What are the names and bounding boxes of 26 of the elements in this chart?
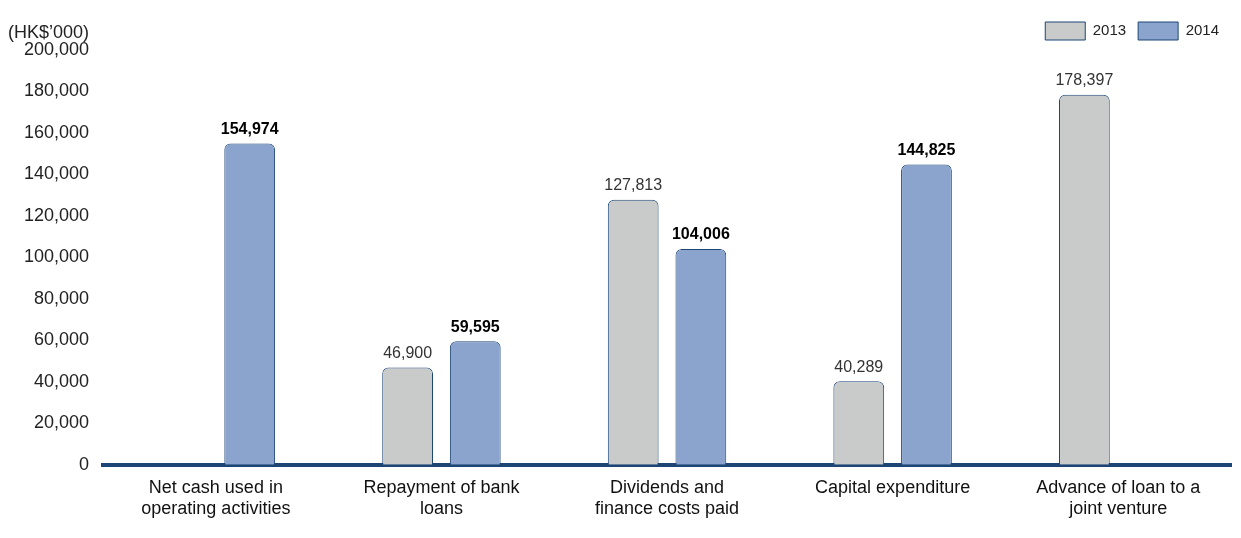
x-tick-label: Dividends and finance costs paid (594, 476, 740, 519)
data-label: 104,006 (671, 225, 730, 243)
x-tick-label: Repayment of bank loans (363, 476, 521, 519)
x-tick-label: Net cash used in operating activities (141, 476, 291, 519)
x-tick-label: Advance of loan to a joint venture (1036, 476, 1202, 519)
data-label: 144,825 (897, 140, 956, 158)
data-label: 59,595 (450, 317, 500, 335)
y-tick-label: 100,000 (23, 246, 90, 267)
y-tick-label: 40,000 (34, 370, 90, 391)
y-tick-label: 0 (79, 453, 90, 474)
y-tick-label: 160,000 (23, 121, 90, 142)
y-tick-label: 80,000 (34, 287, 90, 308)
y-tick-label: 120,000 (23, 204, 90, 225)
y-tick-label: 60,000 (34, 329, 90, 350)
legend-label: 2014 (1185, 21, 1220, 39)
data-label: 40,289 (834, 357, 884, 375)
data-label: 127,813 (604, 176, 663, 194)
y-tick-label: 20,000 (34, 412, 90, 433)
legend-label: 2013 (1092, 21, 1127, 39)
data-label: 154,974 (220, 119, 279, 137)
y-axis-title: (HK$’000) (8, 21, 90, 42)
data-label: 46,900 (383, 343, 433, 361)
x-tick-label: Capital expenditure (815, 476, 971, 497)
data-label: 178,397 (1055, 71, 1114, 89)
y-tick-label: 140,000 (23, 163, 90, 184)
y-tick-label: 180,000 (23, 80, 90, 101)
